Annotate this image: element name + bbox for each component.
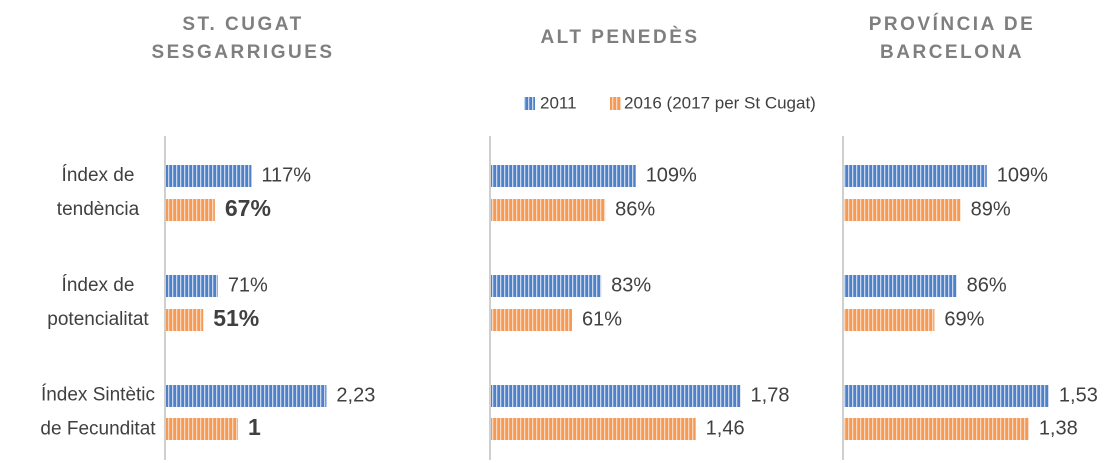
category-label: potencialitat	[47, 309, 149, 330]
category-label: tendència	[57, 199, 140, 220]
bar	[491, 418, 696, 440]
bar	[166, 275, 218, 297]
category-label: Índex de	[62, 275, 135, 296]
bar	[844, 275, 957, 297]
value-label: 1,78	[751, 384, 790, 406]
value-label: 117%	[261, 164, 311, 186]
panel-title: BARCELONA	[880, 42, 1024, 63]
value-label: 86%	[967, 274, 1007, 296]
value-label: 51%	[213, 305, 259, 331]
legend-label: 2011	[540, 93, 577, 112]
bar	[491, 199, 606, 221]
value-label: 1,46	[706, 417, 745, 439]
bar	[166, 309, 204, 331]
value-label: 1	[248, 414, 261, 440]
category-label: Índex Sintètic	[41, 385, 155, 406]
value-label: 1,53	[1059, 384, 1098, 406]
bar	[844, 199, 961, 221]
bar	[166, 385, 327, 407]
bar	[166, 165, 252, 187]
value-label: 86%	[615, 198, 655, 220]
value-label: 67%	[225, 195, 271, 221]
bar	[491, 275, 602, 297]
bar	[844, 418, 1029, 440]
bar	[844, 385, 1049, 407]
panel-title: PROVÍNCIA DE	[869, 13, 1036, 35]
value-label: 69%	[944, 308, 984, 330]
legend-swatch	[610, 97, 621, 110]
category-label: Índex de	[62, 165, 135, 186]
panel-title: ST. CUGAT	[182, 14, 303, 35]
bar	[491, 309, 572, 331]
value-label: 1,38	[1039, 417, 1078, 439]
value-label: 83%	[611, 274, 651, 296]
value-label: 2,23	[336, 384, 375, 406]
value-label: 109%	[997, 164, 1048, 186]
value-label: 61%	[582, 308, 622, 330]
value-label: 109%	[646, 164, 697, 186]
bar	[491, 165, 636, 187]
bar	[844, 165, 987, 187]
panel-title: ALT PENEDÈS	[540, 26, 699, 48]
bar	[491, 385, 741, 407]
bar	[844, 309, 935, 331]
bar	[166, 418, 238, 440]
category-label: de Fecunditat	[40, 419, 156, 440]
legend-swatch	[524, 97, 535, 110]
bar	[166, 199, 215, 221]
panel-title: SESGARRIGUES	[151, 42, 334, 63]
legend-label: 2016 (2017 per St Cugat)	[624, 93, 816, 112]
value-label: 71%	[228, 274, 268, 296]
value-label: 89%	[971, 198, 1011, 220]
